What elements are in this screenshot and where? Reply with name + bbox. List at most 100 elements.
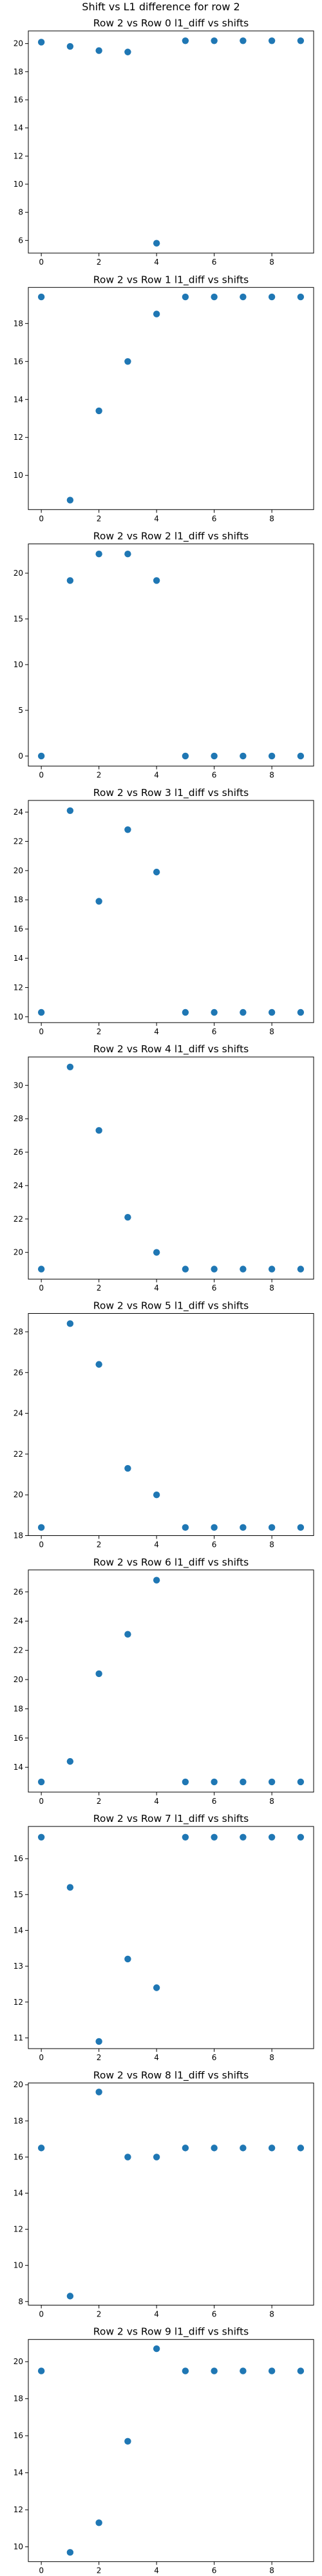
y-tick-label: 24 bbox=[14, 1181, 23, 1190]
x-tick-label: 4 bbox=[154, 2053, 159, 2062]
data-point bbox=[298, 37, 304, 44]
data-point bbox=[153, 310, 160, 317]
subplot-7: Row 2 vs Row 7 l1_diff vs shifts 0 2 4 6 8 11 1… bbox=[14, 1813, 314, 2062]
data-point bbox=[95, 2088, 102, 2095]
y-tick-label: 16 bbox=[14, 357, 23, 366]
data-point bbox=[153, 2154, 160, 2160]
subplot-title: Row 2 vs Row 0 l1_diff vs shifts bbox=[93, 17, 249, 30]
x-tick-label: 4 bbox=[154, 514, 159, 523]
y-tick-label: 18 bbox=[14, 1531, 23, 1540]
data-point bbox=[153, 577, 160, 583]
data-point bbox=[95, 1361, 102, 1367]
data-point bbox=[38, 1265, 44, 1272]
y-tick-label: 10 bbox=[14, 471, 23, 480]
subplot-title: Row 2 vs Row 4 l1_diff vs shifts bbox=[93, 1043, 249, 1056]
x-tick-label: 6 bbox=[212, 258, 217, 267]
y-tick-label: 22 bbox=[14, 1646, 23, 1655]
y-tick-label: 18 bbox=[14, 319, 23, 328]
y-tick-label: 30 bbox=[14, 1081, 23, 1090]
subplot-title: Row 2 vs Row 1 l1_diff vs shifts bbox=[93, 274, 249, 286]
data-point bbox=[211, 37, 217, 44]
y-tick-label: 20 bbox=[14, 866, 23, 875]
subplot-title: Row 2 vs Row 5 l1_diff vs shifts bbox=[93, 1300, 249, 1312]
subplot-8: Row 2 vs Row 8 l1_diff vs shifts0 2 4 6 8810… bbox=[14, 2069, 314, 2318]
y-tick-label: 20 bbox=[14, 2357, 23, 2366]
data-point bbox=[182, 37, 189, 44]
y-tick-label: 15 bbox=[14, 1890, 23, 1899]
subplot-1: Row 2 vs Row 1 l1_diff vs shifts 0 2 4 6 8 10 1… bbox=[14, 274, 314, 523]
axes-frame bbox=[28, 1826, 314, 2049]
data-point bbox=[124, 551, 131, 557]
data-point bbox=[298, 1009, 304, 1016]
data-point bbox=[298, 1779, 304, 1785]
subplot-title: Row 2 vs Row 2 l1_diff vs shifts bbox=[93, 531, 249, 543]
x-tick-label: 8 bbox=[269, 771, 274, 780]
data-point bbox=[67, 1758, 73, 1765]
data-point bbox=[67, 808, 73, 814]
data-point bbox=[124, 2154, 131, 2160]
x-tick-label: 0 bbox=[39, 2053, 44, 2062]
x-tick-label: 2 bbox=[97, 2566, 102, 2575]
data-point bbox=[153, 1249, 160, 1255]
data-point bbox=[182, 2367, 189, 2374]
y-tick-label: 28 bbox=[14, 1114, 23, 1123]
y-tick-label: 14 bbox=[14, 2188, 23, 2197]
x-tick-label: 6 bbox=[212, 2309, 217, 2318]
data-point bbox=[95, 1127, 102, 1133]
subplot-title: Row 2 vs Row 7 l1_diff vs shifts bbox=[93, 1813, 249, 1825]
y-tick-label: 24 bbox=[14, 808, 23, 817]
x-tick-label: 6 bbox=[212, 1283, 217, 1293]
y-tick-label: 0 bbox=[18, 752, 23, 761]
y-tick-label: 18 bbox=[14, 2394, 23, 2403]
y-tick-label: 12 bbox=[14, 983, 23, 992]
x-tick-label: 6 bbox=[212, 1797, 217, 1806]
axes-frame bbox=[28, 1314, 314, 1536]
data-point bbox=[269, 1009, 275, 1016]
x-tick-label: 8 bbox=[269, 1540, 274, 1549]
y-tick-label: 18 bbox=[14, 67, 23, 76]
y-tick-label: 8 bbox=[18, 208, 23, 217]
x-tick-label: 8 bbox=[269, 2566, 274, 2575]
y-tick-label: 26 bbox=[14, 1368, 23, 1377]
data-point bbox=[298, 1524, 304, 1531]
y-tick-label: 14 bbox=[14, 1926, 23, 1935]
y-tick-label: 14 bbox=[14, 395, 23, 404]
y-tick-label: 18 bbox=[14, 1704, 23, 1713]
data-point bbox=[124, 49, 131, 55]
x-tick-label: 2 bbox=[97, 258, 102, 267]
x-tick-label: 4 bbox=[154, 1797, 159, 1806]
data-point bbox=[182, 1779, 189, 1785]
y-tick-label: 16 bbox=[14, 2431, 23, 2440]
data-point bbox=[38, 1524, 44, 1531]
data-point bbox=[153, 869, 160, 875]
data-point bbox=[95, 1671, 102, 1677]
x-tick-label: 0 bbox=[39, 514, 44, 523]
x-tick-label: 6 bbox=[212, 2566, 217, 2575]
data-point bbox=[153, 240, 160, 247]
data-point bbox=[269, 1834, 275, 1841]
data-point bbox=[95, 551, 102, 557]
x-tick-label: 6 bbox=[212, 1027, 217, 1036]
data-point bbox=[153, 1984, 160, 1991]
x-tick-label: 2 bbox=[97, 771, 102, 780]
y-tick-label: 14 bbox=[14, 2468, 23, 2477]
data-point bbox=[211, 1834, 217, 1841]
y-tick-label: 18 bbox=[14, 895, 23, 904]
data-point bbox=[67, 1884, 73, 1890]
data-point bbox=[153, 2345, 160, 2352]
x-tick-label: 2 bbox=[97, 2309, 102, 2318]
x-tick-label: 4 bbox=[154, 1283, 159, 1293]
x-tick-label: 6 bbox=[212, 771, 217, 780]
y-tick-label: 28 bbox=[14, 1327, 23, 1336]
y-tick-label: 12 bbox=[14, 2505, 23, 2514]
x-tick-label: 8 bbox=[269, 2309, 274, 2318]
x-tick-label: 2 bbox=[97, 514, 102, 523]
x-tick-label: 4 bbox=[154, 258, 159, 267]
subplot-3: Row 2 vs Row 3 l1_diff vs shifts0 2 4 6 8101… bbox=[14, 787, 314, 1036]
y-tick-label: 10 bbox=[14, 660, 23, 669]
x-tick-label: 2 bbox=[97, 1797, 102, 1806]
data-point bbox=[67, 1064, 73, 1070]
data-point bbox=[240, 1265, 246, 1272]
x-tick-label: 0 bbox=[39, 2309, 44, 2318]
